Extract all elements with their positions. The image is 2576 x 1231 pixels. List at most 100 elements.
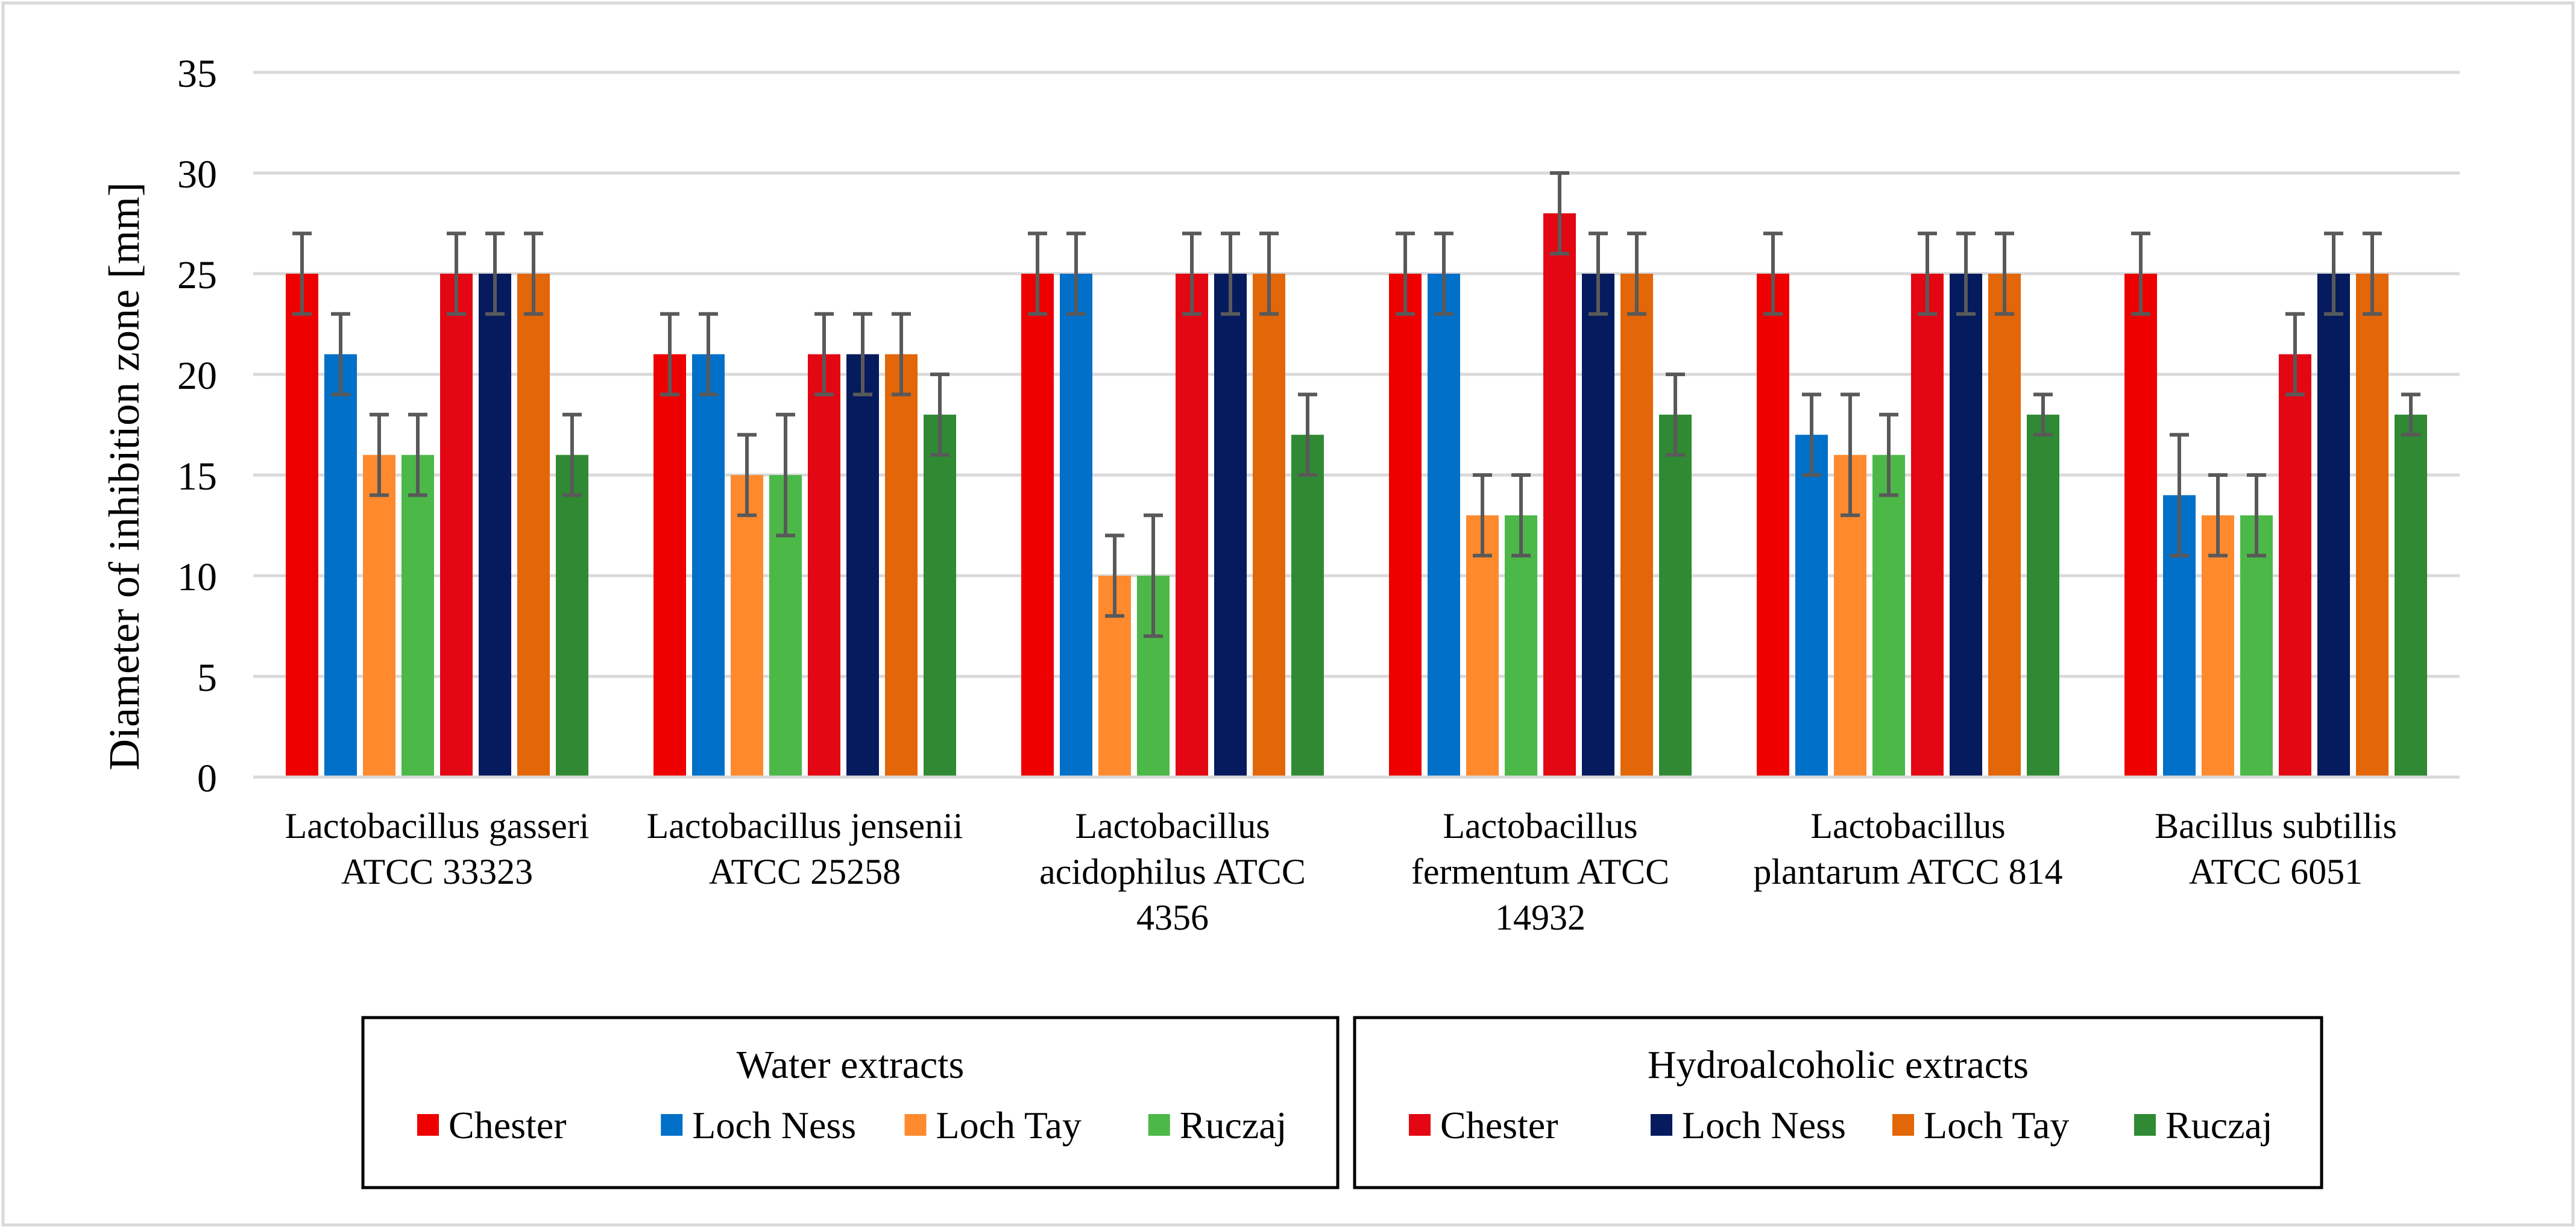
legend-label: Loch Ness xyxy=(692,1104,856,1147)
error-bar-water-ruczaj-cat4 xyxy=(1511,473,1531,558)
error-bar-hydro-chester-cat3 xyxy=(1182,231,1201,316)
bar-water-ruczaj-cat1 xyxy=(402,455,434,777)
bar-water-loch-ness-cat1 xyxy=(324,354,357,777)
category-label-5: Lactobacillus plantarum ATCC 814 xyxy=(1753,806,2062,892)
bars xyxy=(286,213,2427,777)
error-bar-hydro-loch-ness-cat5 xyxy=(1956,231,1976,316)
category-label-3: Lactobacillus acidophilus ATCC 4356 xyxy=(1039,806,1306,937)
error-bar-water-loch-tay-cat4 xyxy=(1473,473,1492,558)
x-axis-category-labels: Lactobacillus gasseri ATCC 33323 Lactobaci… xyxy=(285,806,2397,937)
error-bar-water-loch-ness-cat5 xyxy=(1802,392,1821,477)
bar-water-chester-cat2 xyxy=(653,354,686,777)
bar-hydro-chester-cat6 xyxy=(2279,354,2311,777)
legend-item-loch-ness: Loch Ness xyxy=(1651,1104,1846,1147)
error-bar-hydro-chester-cat6 xyxy=(2285,312,2305,397)
bar-hydro-ruczaj-cat3 xyxy=(1291,435,1324,777)
legend-label: Loch Tay xyxy=(936,1104,1082,1147)
bar-water-ruczaj-cat5 xyxy=(1872,455,1905,777)
legend-swatch xyxy=(1148,1114,1170,1136)
bar-hydro-ruczaj-cat1 xyxy=(556,455,588,777)
bar-water-loch-ness-cat3 xyxy=(1060,274,1092,777)
legend-swatch xyxy=(2134,1114,2156,1136)
category-label-line: 4356 xyxy=(1136,898,1209,937)
legend-label: Ruczaj xyxy=(2165,1104,2273,1147)
bar-hydro-chester-cat1 xyxy=(440,274,473,777)
bar-hydro-loch-tay-cat3 xyxy=(1253,274,1285,777)
bar-hydro-loch-ness-cat6 xyxy=(2317,274,2350,777)
bar-water-loch-ness-cat2 xyxy=(692,354,725,777)
legend-swatch xyxy=(1892,1114,1914,1136)
error-bar-hydro-loch-tay-cat4 xyxy=(1627,231,1646,316)
error-bar-water-loch-tay-cat5 xyxy=(1841,392,1860,517)
bar-hydro-chester-cat5 xyxy=(1911,274,1944,777)
bar-water-loch-ness-cat5 xyxy=(1795,435,1828,777)
error-bar-water-loch-ness-cat6 xyxy=(2170,433,2189,558)
error-bar-hydro-loch-ness-cat4 xyxy=(1589,231,1608,316)
category-label-line: ATCC 6051 xyxy=(2189,852,2363,892)
error-bar-water-ruczaj-cat5 xyxy=(1879,412,1898,497)
category-label-line: fermentum ATCC xyxy=(1411,852,1669,892)
gridlines xyxy=(253,71,2460,678)
bar-water-chester-cat5 xyxy=(1757,274,1789,777)
error-bar-hydro-loch-tay-cat1 xyxy=(524,231,543,316)
error-bar-water-ruczaj-cat6 xyxy=(2247,473,2266,558)
legend-box xyxy=(1353,1016,2323,1189)
y-tick-label-20: 20 xyxy=(177,354,217,398)
legend-item-loch-tay: Loch Tay xyxy=(904,1104,1082,1147)
bar-water-loch-tay-cat4 xyxy=(1466,515,1499,777)
bar-hydro-loch-tay-cat2 xyxy=(885,354,918,777)
bar-water-loch-tay-cat6 xyxy=(2202,515,2234,777)
bar-hydro-loch-tay-cat5 xyxy=(1988,274,2021,777)
category-label-6: Bacillus subtillis ATCC 6051 xyxy=(2155,806,2397,892)
bar-hydro-loch-tay-cat1 xyxy=(517,274,550,777)
error-bar-hydro-loch-ness-cat2 xyxy=(853,312,872,397)
category-label-line: Lactobacillus gasseri xyxy=(285,806,590,846)
error-bar-water-chester-cat5 xyxy=(1763,231,1783,316)
y-tick-label-15: 15 xyxy=(177,455,217,499)
error-bar-water-chester-cat1 xyxy=(292,231,312,316)
category-label-line: plantarum ATCC 814 xyxy=(1753,852,2062,892)
bar-water-chester-cat4 xyxy=(1389,274,1422,777)
error-bar-water-loch-tay-cat1 xyxy=(370,412,389,497)
bar-water-chester-cat6 xyxy=(2124,274,2157,777)
error-bar-water-loch-ness-cat2 xyxy=(699,312,718,397)
legend-label: Chester xyxy=(1440,1104,1558,1147)
error-bar-water-ruczaj-cat1 xyxy=(408,412,427,497)
error-bar-water-chester-cat3 xyxy=(1028,231,1047,316)
y-tick-label-25: 25 xyxy=(177,253,217,297)
legend-item-loch-ness: Loch Ness xyxy=(661,1104,856,1147)
category-label-line: Lactobacillus xyxy=(1443,806,1637,846)
bar-hydro-loch-tay-cat4 xyxy=(1620,274,1653,777)
error-bar-hydro-loch-tay-cat6 xyxy=(2363,231,2382,316)
y-axis-label: Diameter of inhibition zone [mm] xyxy=(100,182,148,770)
error-bar-hydro-ruczaj-cat5 xyxy=(2033,392,2053,437)
error-bar-water-ruczaj-cat3 xyxy=(1144,513,1163,638)
legend-swatch xyxy=(661,1114,683,1136)
category-label-line: ATCC 33323 xyxy=(341,852,533,892)
error-bar-hydro-ruczaj-cat4 xyxy=(1666,373,1685,457)
bar-hydro-ruczaj-cat2 xyxy=(924,414,956,777)
error-bars xyxy=(292,171,2420,638)
error-bar-hydro-loch-tay-cat2 xyxy=(892,312,911,397)
error-bar-water-chester-cat4 xyxy=(1396,231,1415,316)
category-label-line: Lactobacillus xyxy=(1075,806,1270,846)
category-label-line: ATCC 25258 xyxy=(709,852,901,892)
category-label-line: Bacillus subtillis xyxy=(2155,806,2397,846)
error-bar-water-chester-cat2 xyxy=(660,312,679,397)
legend-item-chester: Chester xyxy=(417,1104,567,1147)
bar-hydro-loch-ness-cat1 xyxy=(479,274,511,777)
error-bar-hydro-chester-cat1 xyxy=(447,231,466,316)
legend-group-hydro: Hydroalcoholic extracts Chester Loch Ness L… xyxy=(1353,1016,2323,1189)
bar-hydro-loch-ness-cat5 xyxy=(1950,274,1982,777)
error-bar-hydro-loch-tay-cat5 xyxy=(1995,231,2014,316)
error-bar-water-loch-tay-cat6 xyxy=(2208,473,2228,558)
bar-water-chester-cat3 xyxy=(1021,274,1054,777)
error-bar-water-loch-ness-cat1 xyxy=(331,312,350,397)
error-bar-water-ruczaj-cat2 xyxy=(776,412,795,538)
category-label-line: 14932 xyxy=(1495,898,1586,937)
y-tick-label-30: 30 xyxy=(177,153,217,197)
bar-water-loch-tay-cat2 xyxy=(731,475,763,777)
error-bar-water-loch-ness-cat3 xyxy=(1066,231,1086,316)
